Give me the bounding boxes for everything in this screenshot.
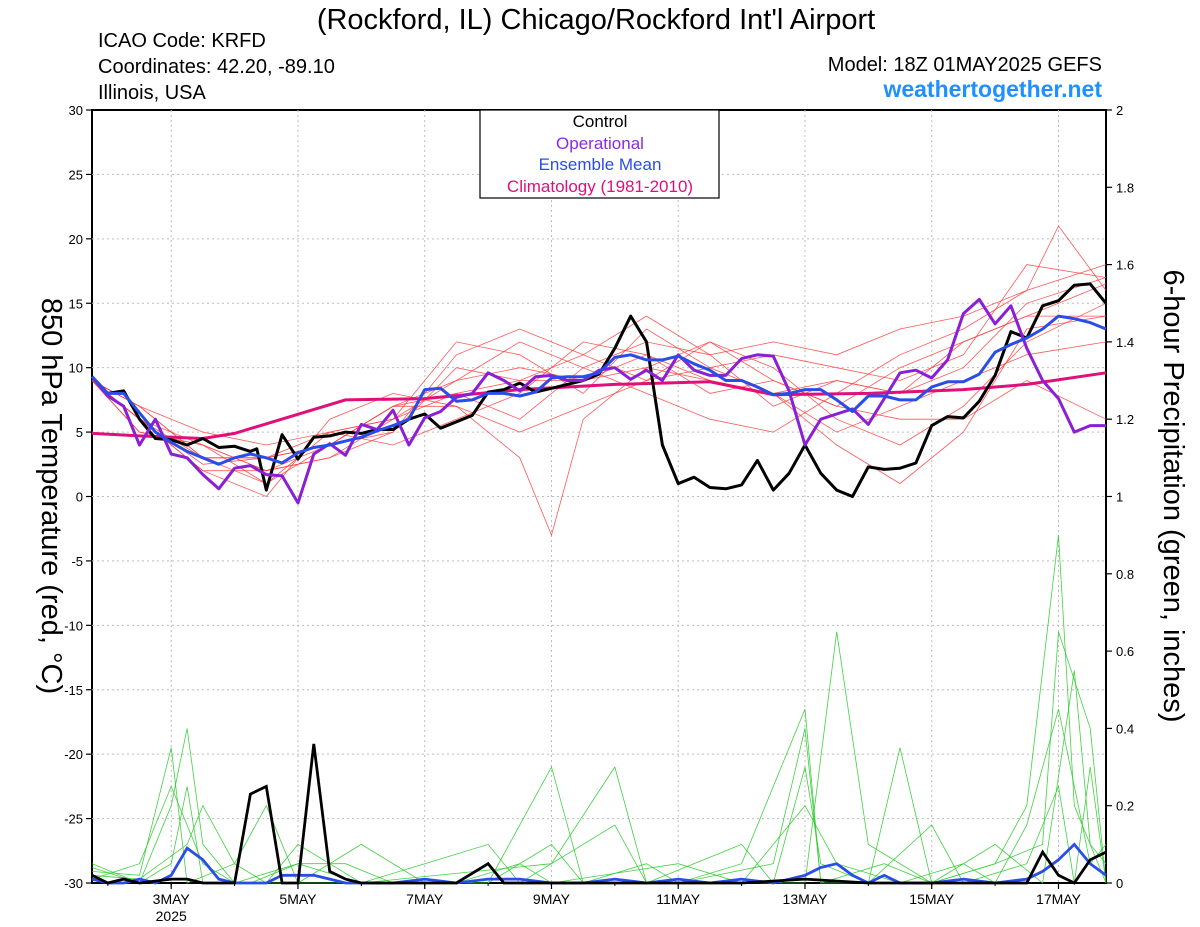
- x-tick-label: 5MAY: [279, 891, 317, 907]
- y-right-tick-label: 0.2: [1116, 799, 1134, 814]
- y-left-tick-label: 30: [69, 103, 83, 118]
- climatology-temperature-line: [91, 371, 1107, 441]
- member-precipitation-line: [91, 631, 1107, 884]
- y-right-tick-label: 2: [1116, 103, 1123, 118]
- y-left-tick-label: -10: [64, 618, 83, 633]
- y-left-tick-label: -30: [64, 876, 83, 891]
- y-right-tick-label: 1: [1116, 490, 1123, 505]
- control-precipitation-line: [91, 743, 1107, 885]
- x-tick-label: 11MAY: [656, 891, 700, 907]
- y-left-tick-label: 0: [76, 490, 83, 505]
- y-left-tick-label: -25: [64, 812, 83, 827]
- y-left-tick-label: 5: [76, 425, 83, 440]
- member-temperature-line: [91, 264, 1107, 459]
- grid: [92, 110, 1106, 883]
- icao-code: ICAO Code: KRFD: [98, 30, 266, 52]
- x-tick-label: 17MAY: [1036, 891, 1082, 907]
- member-temperature-line: [91, 315, 1106, 472]
- y-right-tick-label: 1.2: [1116, 412, 1134, 427]
- member-precipitation-line: [91, 670, 1107, 884]
- coordinates: Coordinates: 42.20, -89.10: [98, 56, 335, 78]
- mean-temperature-line: [90, 314, 1107, 466]
- y-left-tick-label: -5: [71, 554, 83, 569]
- axes: 302520151050-5-10-15-20-25-3021.81.61.41…: [64, 103, 1134, 924]
- y-right-tick-label: 0: [1116, 876, 1123, 891]
- y-axis-right-label: 6-hour Precipitation (green, inches): [1157, 270, 1189, 723]
- legend-ensemble-mean: Ensemble Mean: [539, 155, 662, 174]
- member-precipitation-line: [91, 766, 1107, 884]
- control-temperature-line: [90, 282, 1108, 498]
- y-left-tick-label: 20: [69, 232, 83, 247]
- y-left-tick-label: -20: [64, 747, 83, 762]
- members-temperature: [91, 225, 1107, 537]
- y-right-tick-label: 0.6: [1116, 644, 1134, 659]
- operational-temperature-line: [90, 297, 1106, 505]
- chart-title: (Rockford, IL) Chicago/Rockford Int'l Ai…: [317, 4, 875, 36]
- model-run: Model: 18Z 01MAY2025 GEFS: [828, 54, 1102, 76]
- member-precipitation-line: [91, 708, 1107, 884]
- x-tick-label: 9MAY: [533, 891, 571, 907]
- member-precipitation-line: [91, 535, 1107, 884]
- region: Illinois, USA: [98, 82, 206, 104]
- x-tick-label: 13MAY: [783, 891, 829, 907]
- y-right-tick-label: 1.4: [1116, 335, 1134, 350]
- legend-control: Control: [573, 112, 628, 131]
- member-temperature-line: [91, 302, 1107, 472]
- site-link[interactable]: weathertogether.net: [882, 76, 1102, 102]
- y-axis-left-label: 850 hPa Temperature (red, °C): [35, 298, 67, 694]
- y-left-tick-label: 10: [69, 361, 83, 376]
- y-left-tick-label: 15: [69, 296, 83, 311]
- member-temperature-line: [91, 315, 1107, 537]
- member-temperature-line: [91, 341, 1107, 485]
- y-right-tick-label: 1.8: [1116, 180, 1134, 195]
- x-tick-label: 7MAY: [406, 891, 444, 907]
- y-left-tick-label: -15: [64, 683, 83, 698]
- legend-climatology: Climatology (1981-2010): [507, 177, 693, 196]
- mean-precipitation-line: [91, 842, 1107, 885]
- x-tick-label: 15MAY: [909, 891, 955, 907]
- x-tick-label: 3MAY: [153, 891, 191, 907]
- y-right-tick-label: 0.4: [1116, 721, 1134, 736]
- y-left-tick-label: 25: [69, 167, 83, 182]
- x-tick-sublabel: 2025: [156, 908, 187, 924]
- legend-operational: Operational: [556, 134, 644, 153]
- y-right-tick-label: 1.6: [1116, 258, 1134, 273]
- y-right-tick-label: 0.8: [1116, 567, 1134, 582]
- main-series: [90, 282, 1108, 885]
- legend-box: Control Operational Ensemble Mean Climat…: [479, 109, 720, 199]
